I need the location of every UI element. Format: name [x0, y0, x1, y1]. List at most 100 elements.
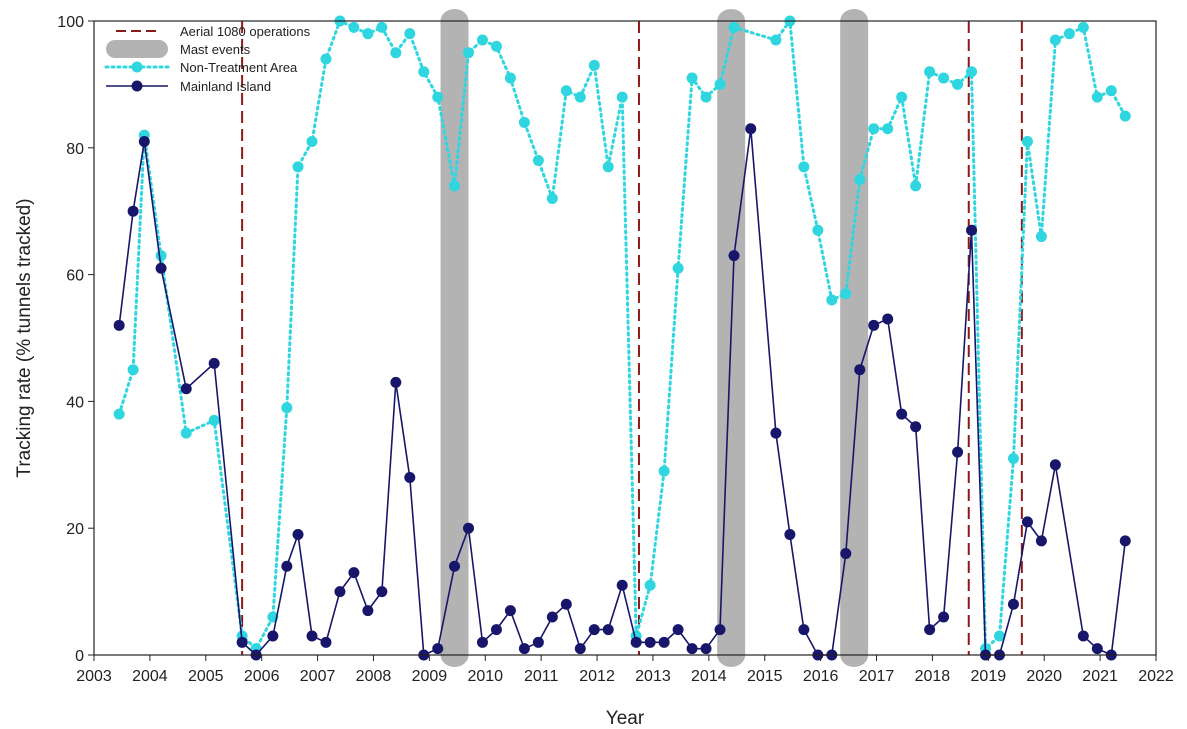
- point-non-treatment-area-25: [490, 40, 502, 52]
- legend: Aerial 1080 operations Mast events Non-Tre…: [104, 24, 311, 94]
- point-mainland-island-44: [770, 427, 782, 439]
- point-mainland-island-61: [1007, 598, 1019, 610]
- point-non-treatment-area-32: [588, 59, 600, 71]
- legend-item-non-treatment-area: Non-Treatment Area: [104, 60, 298, 75]
- point-non-treatment-area-51: [882, 123, 894, 135]
- x-tick-label-2004: 2004: [132, 668, 168, 685]
- point-mainland-island-21: [432, 643, 444, 655]
- point-mainland-island-32: [588, 624, 600, 636]
- point-non-treatment-area-30: [560, 85, 572, 97]
- point-non-treatment-area-47: [826, 294, 838, 306]
- point-mainland-island-6: [208, 357, 220, 369]
- point-non-treatment-area-45: [798, 161, 810, 173]
- point-non-treatment-area-41: [714, 78, 726, 90]
- point-mainland-island-57: [952, 446, 964, 458]
- point-mainland-island-23: [462, 522, 474, 534]
- point-non-treatment-area-2: [127, 364, 139, 376]
- point-mainland-island-43: [745, 123, 757, 135]
- point-mainland-island-33: [602, 624, 614, 636]
- point-non-treatment-area-43: [770, 34, 782, 46]
- x-tick-label-2014: 2014: [691, 668, 727, 685]
- point-mainland-island-2: [127, 205, 139, 217]
- legend-label-mainland-island: Mainland Island: [180, 79, 271, 94]
- point-mainland-island-63: [1035, 535, 1047, 547]
- point-mainland-island-10: [281, 560, 293, 572]
- point-mainland-island-49: [840, 548, 852, 560]
- point-mainland-island-24: [476, 636, 488, 648]
- x-tick-label-2021: 2021: [1082, 668, 1118, 685]
- point-non-treatment-area-5: [180, 427, 192, 439]
- point-mainland-island-17: [376, 586, 388, 598]
- point-non-treatment-area-56: [952, 78, 964, 90]
- y-tick-label-80: 80: [66, 141, 84, 158]
- point-mainland-island-51: [868, 319, 880, 331]
- point-non-treatment-area-42: [728, 21, 740, 33]
- y-tick-label-100: 100: [57, 14, 84, 31]
- point-non-treatment-area-60: [1007, 452, 1019, 464]
- point-mainland-island-40: [700, 643, 712, 655]
- point-mainland-island-4: [155, 262, 167, 274]
- point-mainland-island-37: [658, 636, 670, 648]
- x-tick-label-2017: 2017: [859, 668, 895, 685]
- point-mainland-island-46: [798, 624, 810, 636]
- point-non-treatment-area-21: [432, 91, 444, 103]
- point-non-treatment-area-52: [896, 91, 908, 103]
- point-non-treatment-area-54: [924, 66, 936, 78]
- point-non-treatment-area-48: [840, 288, 852, 300]
- point-mainland-island-56: [938, 611, 950, 623]
- point-mainland-island-65: [1077, 630, 1089, 642]
- point-non-treatment-area-62: [1035, 231, 1047, 243]
- point-non-treatment-area-34: [616, 91, 628, 103]
- point-mainland-island-7: [236, 636, 248, 648]
- point-non-treatment-area-61: [1021, 135, 1033, 147]
- x-tick-label-2019: 2019: [971, 668, 1007, 685]
- point-mainland-island-15: [348, 567, 360, 579]
- point-mainland-island-3: [138, 135, 150, 147]
- y-tick-label-0: 0: [75, 648, 84, 665]
- point-mainland-island-36: [644, 636, 656, 648]
- point-mainland-island-13: [320, 636, 332, 648]
- point-mainland-island-53: [896, 408, 908, 420]
- point-non-treatment-area-37: [658, 465, 670, 477]
- x-tick-label-2010: 2010: [467, 668, 503, 685]
- series-mainland-island: [113, 123, 1131, 661]
- point-mainland-island-5: [180, 383, 192, 395]
- point-mainland-island-50: [854, 364, 866, 376]
- point-non-treatment-area-16: [362, 28, 374, 40]
- x-tick-label-2018: 2018: [915, 668, 951, 685]
- x-tick-label-2020: 2020: [1026, 668, 1062, 685]
- x-tick-label-2003: 2003: [76, 668, 112, 685]
- point-mainland-island-35: [630, 636, 642, 648]
- x-tick-label-2011: 2011: [524, 668, 559, 685]
- point-mainland-island-28: [532, 636, 544, 648]
- series-layer: [113, 15, 1131, 661]
- legend-swatch-mast-events: [106, 40, 168, 58]
- point-non-treatment-area-17: [376, 21, 388, 33]
- y-tick-label-60: 60: [66, 268, 84, 285]
- point-non-treatment-area-33: [602, 161, 614, 173]
- point-non-treatment-area-12: [306, 135, 318, 147]
- x-tick-label-2016: 2016: [803, 668, 839, 685]
- legend-marker-non-treatment-area: [131, 61, 143, 73]
- legend-marker-mainland-island: [131, 80, 143, 92]
- point-non-treatment-area-26: [504, 72, 516, 84]
- point-mainland-island-1: [113, 319, 125, 331]
- y-tick-label-20: 20: [66, 521, 84, 538]
- point-non-treatment-area-55: [938, 72, 950, 84]
- x-tick-label-2015: 2015: [747, 668, 783, 685]
- point-mainland-island-42: [728, 250, 740, 262]
- point-non-treatment-area-22: [449, 180, 461, 192]
- x-axis-title: Year: [606, 708, 645, 729]
- point-mainland-island-12: [306, 630, 318, 642]
- point-non-treatment-area-36: [644, 579, 656, 591]
- series-non-treatment-area: [113, 15, 1131, 655]
- point-non-treatment-area-4: [155, 250, 167, 262]
- point-non-treatment-area-53: [910, 180, 922, 192]
- point-non-treatment-area-65: [1077, 21, 1089, 33]
- x-tick-label-2005: 2005: [188, 668, 224, 685]
- axes: 2003 2004 2005 2006 2007 2008 2009 2010 2011 2012…: [57, 14, 1174, 685]
- point-non-treatment-area-38: [672, 262, 684, 274]
- point-non-treatment-area-49: [854, 174, 866, 185]
- y-tick-label-40: 40: [66, 394, 84, 411]
